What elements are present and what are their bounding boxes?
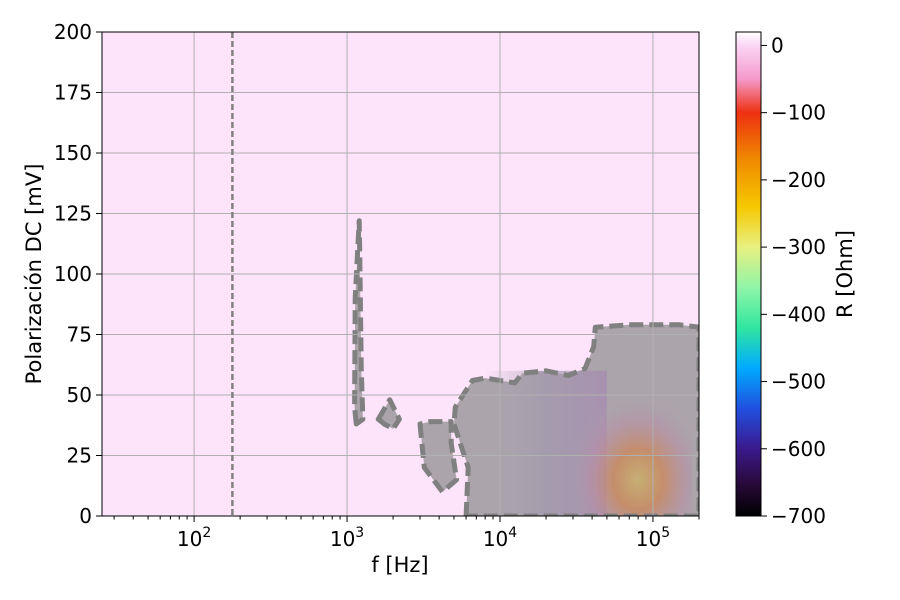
x-axis-ticks: 102 103 104 105	[113, 516, 700, 551]
colorbar-tick-label: −100	[771, 101, 826, 125]
y-tick-label: 125	[54, 202, 92, 226]
colorbar-tick-label: −300	[771, 235, 826, 259]
plot-area	[101, 31, 700, 517]
colorbar-tick-label: −200	[771, 168, 826, 192]
y-axis-ticks: 0 25 50 75 100 125 150 175 200	[54, 20, 102, 528]
colorbar-gradient	[736, 32, 761, 516]
y-tick-label: 150	[54, 141, 92, 165]
masked-outline-main-region	[451, 322, 699, 516]
x-tick-label: 102	[177, 525, 211, 551]
heat-spot	[572, 370, 693, 516]
masked-region-low-blob	[420, 421, 457, 492]
y-tick-label: 100	[54, 262, 92, 286]
y-tick-label: 200	[54, 20, 92, 44]
colorbar-ticks: 0 −100 −200 −300 −400 −500 −600 −700	[761, 33, 826, 528]
x-tick-label: 105	[636, 525, 670, 551]
colorbar-tick-label: −700	[771, 504, 826, 528]
x-tick-label: 103	[330, 525, 364, 551]
y-tick-label: 75	[67, 323, 92, 347]
colorbar-tick-label: −400	[771, 302, 826, 326]
y-tick-label: 0	[79, 504, 92, 528]
colorbar: 0 −100 −200 −300 −400 −500 −600 −700 R [Ohm]	[735, 31, 857, 528]
y-tick-label: 25	[67, 444, 92, 468]
colorbar-label: R [Ohm]	[833, 230, 857, 318]
y-tick-label: 50	[67, 383, 92, 407]
colorbar-tick-label: −600	[771, 437, 826, 461]
masked-outline-narrow-spike	[352, 218, 366, 427]
colorbar-frame	[735, 31, 762, 517]
x-tick-label: 104	[483, 525, 517, 551]
masked-outline-low-blob	[417, 419, 460, 495]
colorbar-tick-label: −500	[771, 370, 826, 394]
y-axis-label: Polarización DC [mV]	[22, 164, 46, 385]
y-tick-label: 175	[54, 81, 92, 105]
masked-outline-small-lobe	[375, 397, 402, 432]
colorbar-tick-label: 0	[771, 33, 784, 57]
x-axis-label: f [Hz]	[371, 553, 428, 577]
